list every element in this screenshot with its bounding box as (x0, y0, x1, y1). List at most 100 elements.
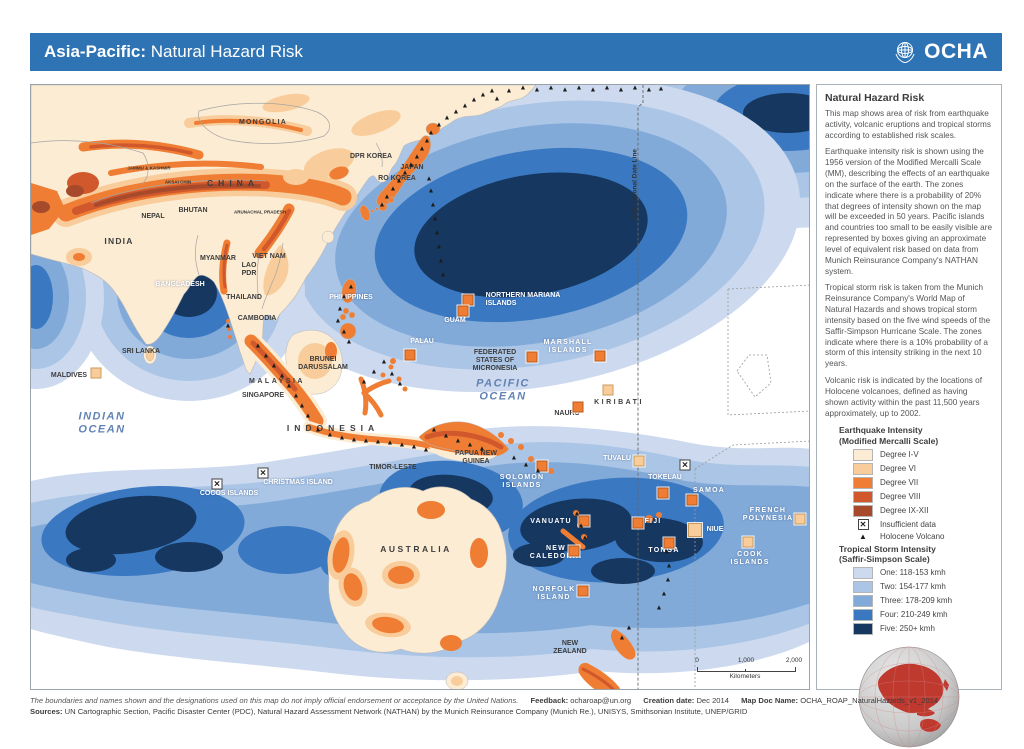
map-label: AKSAI CHIN (164, 179, 192, 185)
legend-label: Degree I-V (880, 450, 919, 460)
risk-box (572, 401, 584, 413)
volcano-icon: ▲ (410, 443, 418, 451)
legend-swatch (853, 566, 873, 579)
risk-box (594, 350, 606, 362)
map-label: KIRIBATI (594, 398, 644, 406)
map-label: TUVALU (603, 454, 631, 462)
scale-bar: 0 1,000 2,000 Kilometers (679, 657, 809, 685)
un-emblem-icon (895, 42, 915, 64)
panel-title: Natural Hazard Risk (825, 92, 925, 104)
map-label: PHILIPPINES (329, 293, 373, 301)
map-label: TIMOR-LESTE (369, 463, 417, 471)
volcano-icon: ▲ (631, 84, 639, 92)
legend-label: Five: 250+ kmh (880, 624, 935, 634)
volcano-icon: ▲ (470, 96, 478, 104)
legend-item: Degree VII (853, 476, 993, 489)
volcano-icon: ▲ (413, 153, 421, 161)
map-label: VIET NAM (252, 252, 286, 260)
map-label: INDONESIA (286, 423, 380, 434)
volcano-icon: ▲ (665, 562, 673, 570)
panel-paragraph: Earthquake intensity risk is shown using… (825, 147, 993, 276)
volcano-icon: ▲ (262, 352, 270, 360)
footer-line-2: Sources: UN Cartographic Section, Pacifi… (30, 707, 1002, 718)
earthquake-legend-title: Earthquake Intensity (Modified Mercalli … (839, 425, 993, 446)
islands (143, 122, 441, 395)
map-label: BHUTAN (178, 206, 208, 214)
legend-swatch (853, 490, 873, 503)
volcano-label: Holocene Volcano (880, 531, 945, 541)
legend-swatch (853, 622, 873, 635)
globe-inset (825, 645, 993, 749)
map-label: PALAU (410, 337, 434, 345)
scale-unit: Kilometers (729, 673, 761, 680)
volcano-icon: ▲ (488, 87, 496, 95)
map-graphic (31, 85, 809, 689)
volcano-icon: ▲ (270, 362, 278, 370)
volcano-icon: ▲ (347, 283, 355, 291)
indonesia-arc (241, 331, 463, 460)
volcano-icon: ▲ (618, 634, 626, 642)
landmass-new-zealand (578, 629, 636, 689)
feedback-label: Feedback: (530, 696, 569, 705)
risk-box (602, 384, 614, 396)
volcano-icon: ▲ (254, 342, 262, 350)
volcano-icon: ▲ (425, 175, 433, 183)
legend-item: Degree VIII (853, 490, 993, 503)
volcano-icon: ▲ (427, 187, 435, 195)
moluccas (380, 358, 408, 392)
map-label: COOK ISLANDS (730, 550, 770, 566)
volcano-icon: ▲ (304, 412, 312, 420)
scale-tick-2000: 2,000 (785, 657, 803, 664)
volcano-icon: ▲ (336, 305, 344, 313)
volcano-icon: ▲ (435, 243, 443, 251)
footer-line-1: The boundaries and names shown and the d… (30, 696, 1002, 707)
volcano-icon: ▲ (285, 382, 293, 390)
volcano-icon: ▲ (442, 432, 450, 440)
map-overlay: International Date Line 0 1,000 2,000 Ki… (31, 85, 809, 689)
page-title-regular: Natural Hazard Risk (150, 42, 303, 61)
storm-legend-subtitle: (Saffir-Simpson Scale) (839, 554, 930, 565)
volcano-icon: ▲ (573, 510, 581, 518)
panel-paragraph: Volcanic risk is indicated by the locati… (825, 376, 983, 418)
legend-label: Two: 154-177 kmh (880, 582, 946, 592)
map-label: COCOS ISLANDS (199, 489, 259, 497)
volcano-icon: ▲ (422, 446, 430, 454)
legend-item: Degree VI (853, 462, 993, 475)
map-label: VANUATU (530, 517, 572, 525)
volcano-icon: ▲ (657, 85, 665, 93)
legend-label: Degree VII (880, 478, 919, 488)
legend-item-insufficient: ✕ Insufficient data (853, 518, 993, 530)
volcano-icon: ▲ (430, 426, 438, 434)
volcano-icon: ▲ (398, 441, 406, 449)
earthquake-legend-subtitle: (Modified Mercalli Scale) (839, 435, 939, 446)
volcano-icon: ▲ (292, 392, 300, 400)
sources-label: Sources: (30, 706, 63, 716)
page-title-bold: Asia-Pacific: (44, 42, 147, 61)
risk-box (577, 585, 589, 597)
earthquake-legend-items: Degree I-V Degree VI Degree VII Degree VIII… (825, 448, 993, 517)
creation-date-label: Creation date: (643, 696, 695, 705)
dashed-boundaries (694, 284, 809, 689)
panel-paragraphs: This map shows area of risk from earthqu… (825, 109, 993, 419)
map-label: BANGLADESH (155, 280, 205, 288)
map-label: RO KOREA (378, 174, 416, 182)
legend-swatch (853, 608, 873, 621)
legend-swatch (853, 594, 873, 607)
volcano-icon: ▲ (389, 185, 397, 193)
storm-legend-title-text: Tropical Storm Intensity (839, 543, 936, 554)
map-panel: International Date Line 0 1,000 2,000 Ki… (30, 84, 810, 690)
volcano-icon: ▲ (589, 86, 597, 94)
legend-swatch (853, 476, 873, 489)
volcano-icon: ▲ (581, 534, 589, 542)
legend-label: Degree VI (880, 464, 917, 474)
legend-item: Degree IX-XII (853, 504, 993, 517)
volcano-icon: ▲ (664, 576, 672, 584)
volcano-icon: ▲ (350, 436, 358, 444)
legend-label: Degree IX-XII (880, 506, 929, 516)
volcano-icon: ▲ (575, 84, 583, 92)
creation-date-value: Dec 2014 (696, 696, 729, 705)
volcano-icon: ▲ (427, 129, 435, 137)
map-label: BRUNEI DARUSSALAM (298, 355, 348, 371)
risk-box (657, 487, 669, 499)
scale-tick-1000: 1,000 (737, 657, 755, 664)
